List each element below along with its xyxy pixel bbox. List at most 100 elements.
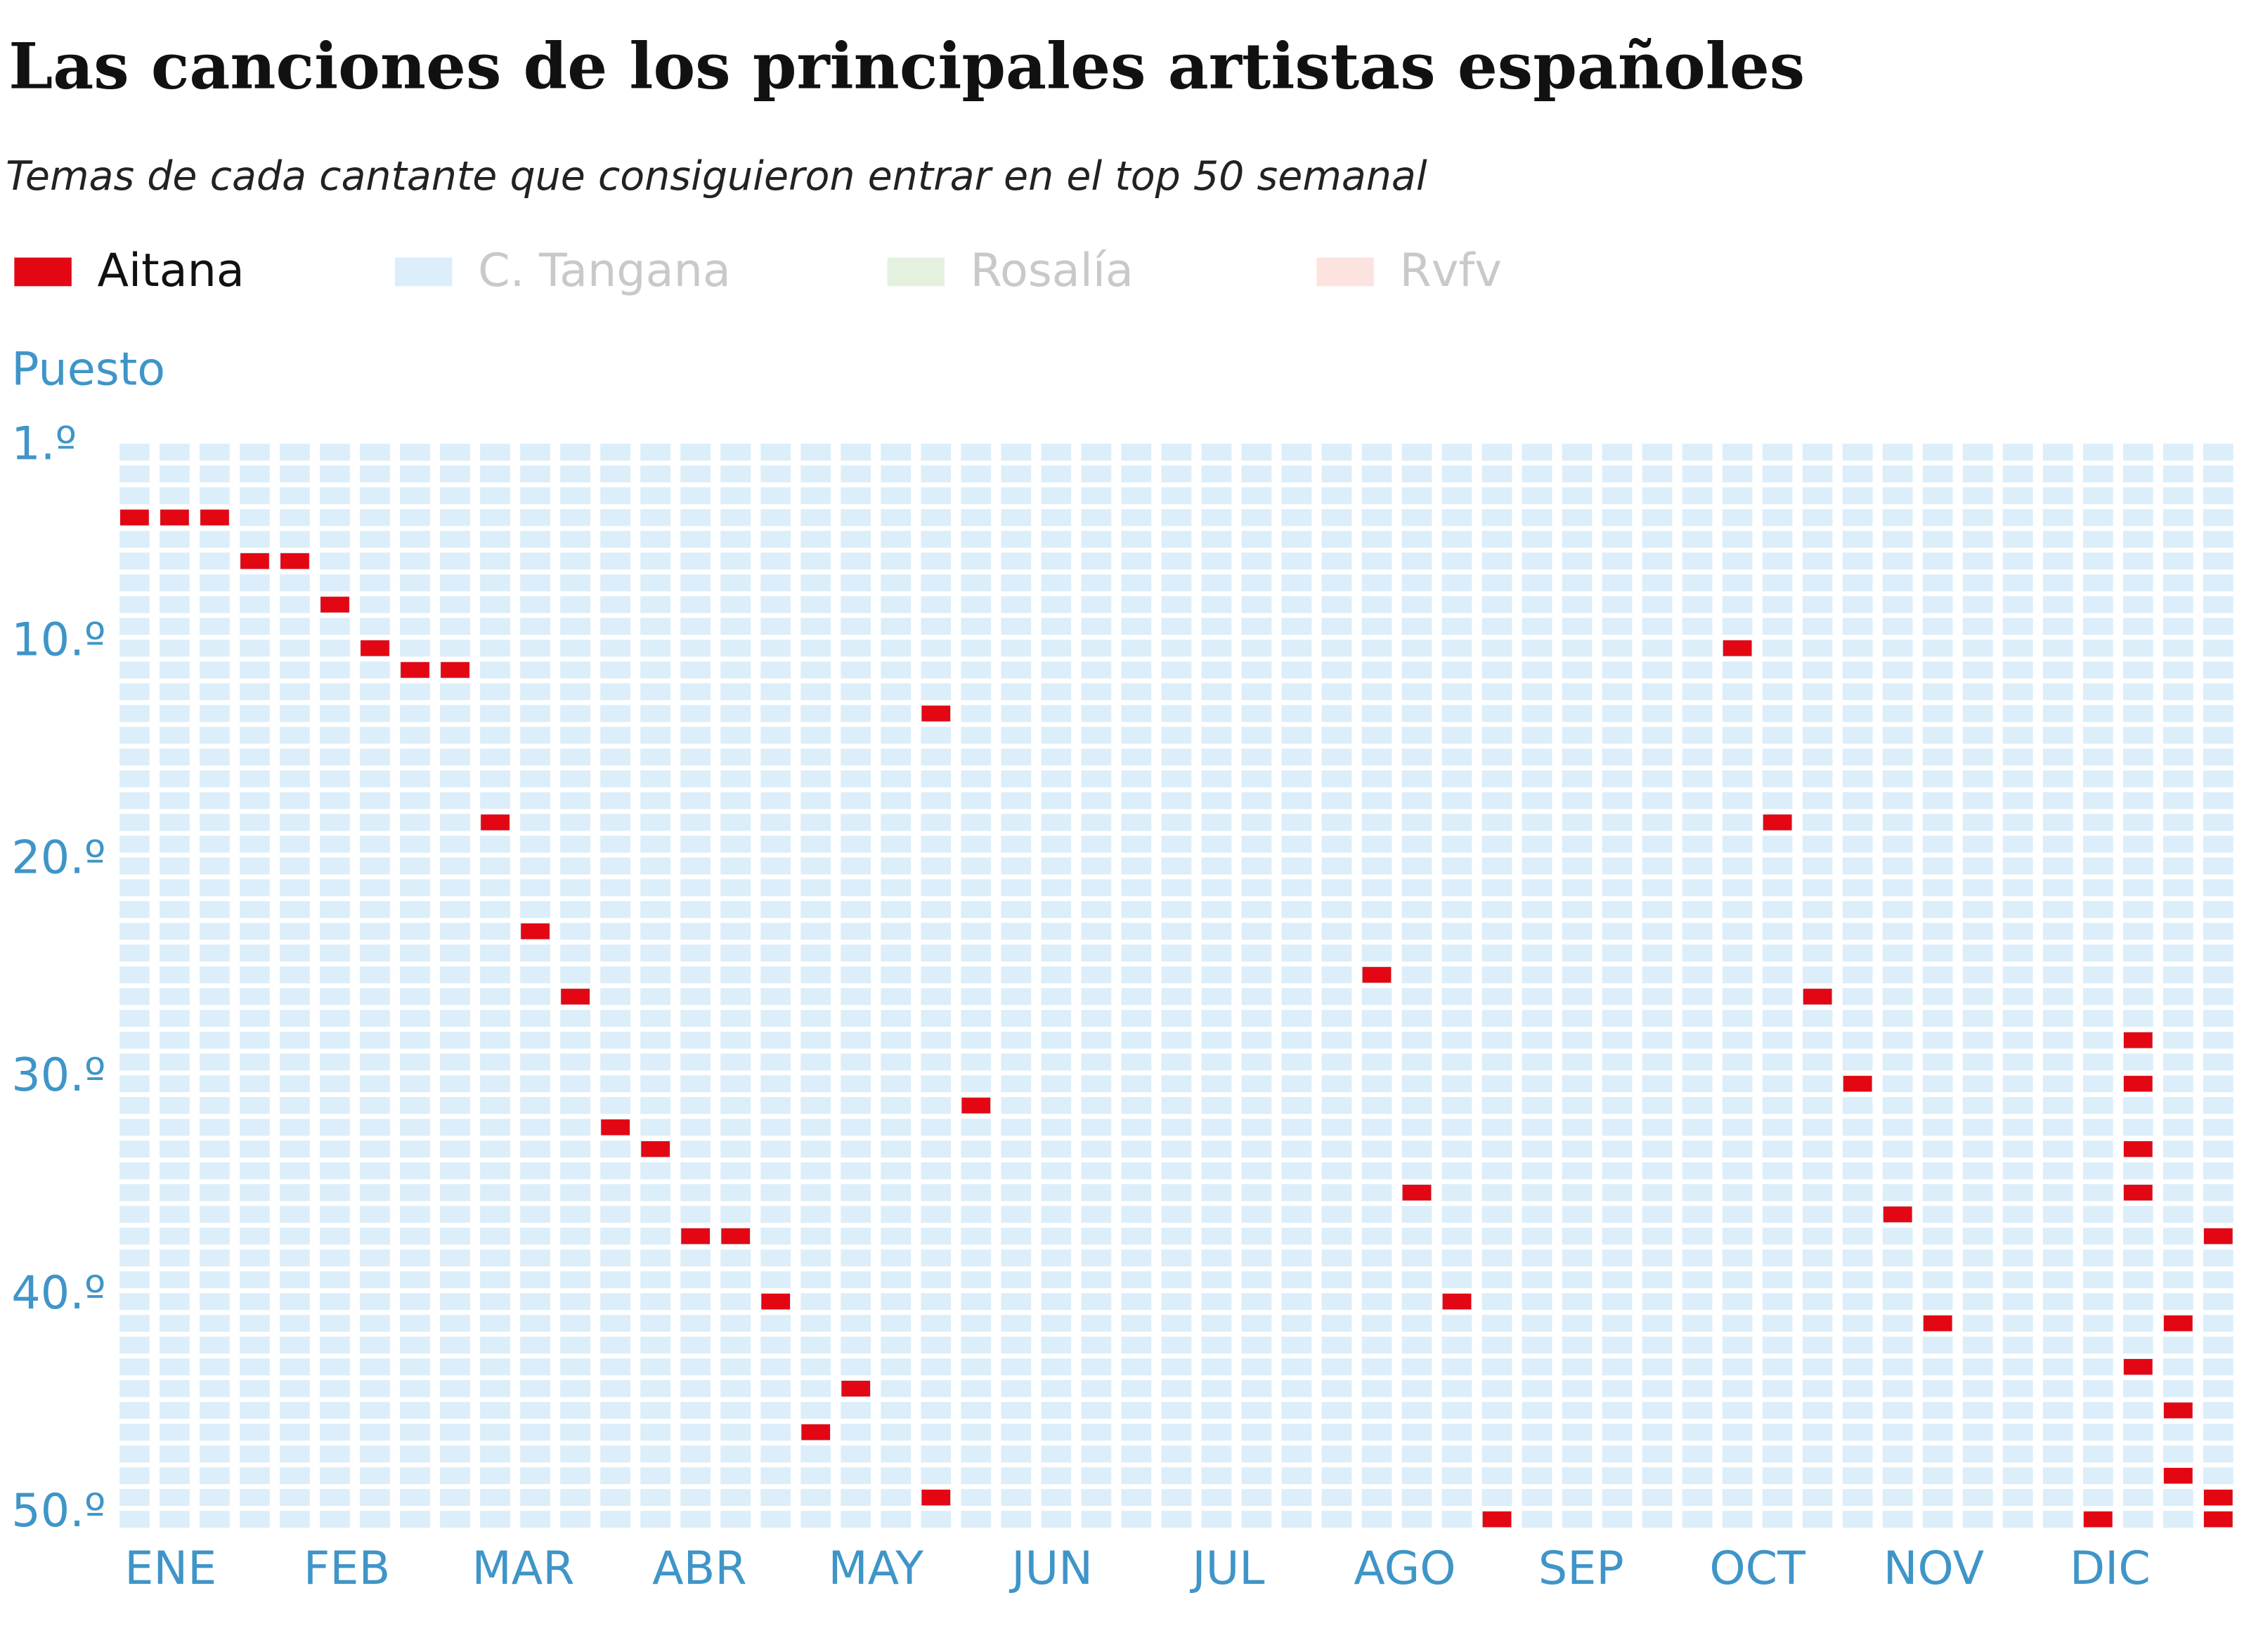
cell: [921, 748, 952, 766]
cell: [2002, 792, 2033, 809]
cell: [320, 1097, 350, 1114]
cell: [560, 1445, 590, 1463]
cell: [1401, 901, 1432, 918]
cell: [1241, 1162, 1272, 1180]
cell: [921, 618, 952, 635]
cell: [2162, 857, 2193, 875]
cell: [200, 1010, 230, 1027]
cell: [200, 465, 230, 483]
cell: [1041, 465, 1072, 483]
cell: [881, 443, 912, 461]
cell: [1802, 944, 1833, 962]
cell: [1201, 879, 1232, 897]
cell: [1121, 901, 1152, 918]
legend-swatch[interactable]: [887, 257, 945, 287]
cell: [1802, 835, 1833, 853]
cell: [200, 1467, 230, 1485]
legend-label[interactable]: Rosalía: [971, 245, 1134, 297]
cell: [881, 1467, 912, 1485]
cell: [881, 748, 912, 766]
cell: [881, 727, 912, 744]
cell: [1361, 770, 1392, 788]
cell: [881, 1271, 912, 1289]
legend-swatch[interactable]: [14, 257, 72, 287]
cell: [841, 1184, 871, 1202]
cell: [1001, 1380, 1032, 1398]
cell: [2203, 1336, 2233, 1354]
cell: [400, 1293, 430, 1310]
cell: [560, 1140, 590, 1158]
cell: [1722, 1206, 1753, 1223]
cell: [1001, 923, 1032, 940]
cell: [440, 443, 470, 461]
cell: [1882, 988, 1913, 1006]
cell: [1161, 1445, 1192, 1463]
cell: [1722, 1249, 1753, 1267]
cell: [1161, 835, 1192, 853]
cell: [1802, 487, 1833, 505]
cell: [2203, 1315, 2233, 1332]
cell: [1642, 465, 1673, 483]
cell: [1081, 988, 1112, 1006]
cell: [1281, 1097, 1312, 1114]
cell: [440, 1053, 470, 1071]
cell: [320, 639, 350, 657]
cell: [1922, 1053, 1953, 1071]
cell: [320, 552, 350, 570]
legend-swatch[interactable]: [1316, 257, 1374, 287]
cell: [921, 443, 952, 461]
cell: [1481, 1053, 1512, 1071]
cell: [1241, 1445, 1272, 1463]
legend-label[interactable]: Rvfv: [1400, 245, 1502, 297]
cell: [640, 1206, 671, 1223]
cell: [1602, 1053, 1633, 1071]
cell: [1001, 661, 1032, 679]
cell: [2203, 1380, 2233, 1398]
cell: [1682, 748, 1713, 766]
cell: [520, 1511, 550, 1528]
cell: [1762, 1402, 1793, 1419]
cell: [961, 748, 992, 766]
legend-swatch[interactable]: [395, 257, 453, 287]
cell: [2082, 465, 2113, 483]
cell: [1802, 1206, 1833, 1223]
legend-label[interactable]: C. Tangana: [478, 245, 731, 297]
cell: [2203, 1097, 2233, 1114]
cell: [1602, 748, 1633, 766]
cell: [320, 443, 350, 461]
cell: [400, 1032, 430, 1049]
cell: [1481, 1336, 1512, 1354]
cell: [1241, 1184, 1272, 1202]
cell: [1602, 683, 1633, 701]
cell: [961, 1445, 992, 1463]
cell: [400, 509, 430, 526]
cell: [640, 1380, 671, 1398]
cell: [841, 1271, 871, 1289]
mark: [361, 640, 389, 656]
cell: [2162, 1336, 2193, 1354]
cell: [1522, 770, 1552, 788]
cell: [1201, 1032, 1232, 1049]
cell: [1041, 705, 1072, 722]
cell: [1682, 465, 1713, 483]
cell: [2082, 727, 2113, 744]
cell: [2162, 1119, 2193, 1136]
cell: [440, 1010, 470, 1027]
cell: [1642, 1206, 1673, 1223]
cell: [1361, 1358, 1392, 1376]
cell: [760, 727, 791, 744]
cell: [2162, 1445, 2193, 1463]
legend-label[interactable]: Aitana: [97, 245, 244, 297]
cell: [1321, 487, 1352, 505]
cell: [1281, 1184, 1312, 1202]
cell: [720, 901, 751, 918]
mark: [641, 1141, 670, 1157]
cell: [961, 1010, 992, 1027]
cell: [600, 465, 631, 483]
cell: [240, 1424, 270, 1441]
cell: [2122, 879, 2153, 897]
cell: [1481, 966, 1512, 984]
cell: [1602, 1402, 1633, 1419]
cell: [119, 857, 150, 875]
cell: [680, 1032, 711, 1049]
